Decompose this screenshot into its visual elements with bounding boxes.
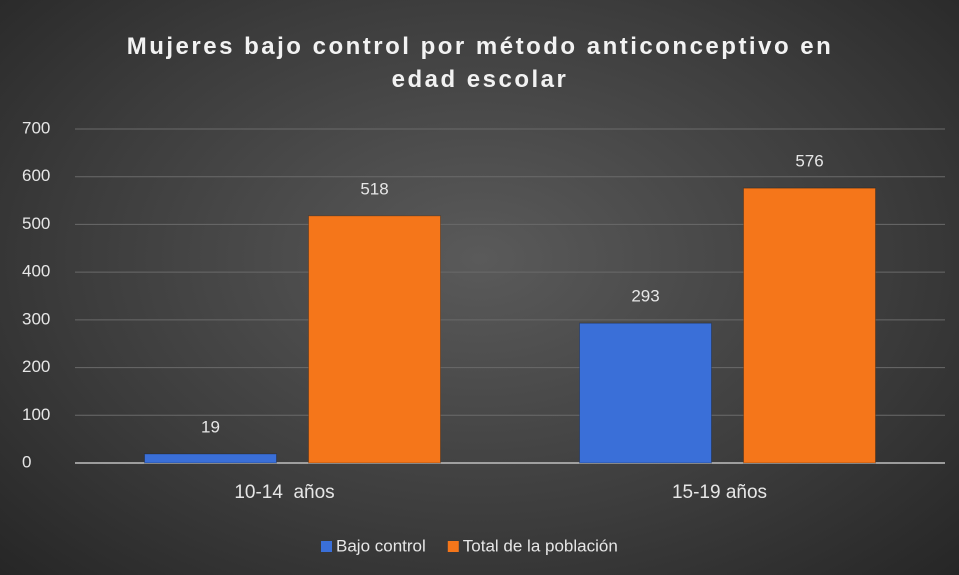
data-label: 576 [795,152,823,171]
x-tick-label: 15-19 años [672,482,767,503]
bar [743,187,876,464]
y-tick-label: 700 [22,118,50,137]
bar [308,215,441,464]
bar [579,322,712,464]
y-tick-label: 200 [22,357,50,376]
data-label: 293 [631,287,659,306]
data-label: 518 [360,179,388,198]
y-tick-label: 400 [22,262,50,281]
y-tick-label: 500 [22,214,50,233]
bar [144,453,277,464]
legend-swatch [447,541,459,552]
chart-title: Mujeres bajo control por método anticonc… [126,33,834,93]
y-tick-label: 300 [22,309,50,328]
legend-label: Bajo control [336,536,426,555]
y-tick-label: 600 [22,166,50,185]
x-tick-label: 10-14 años [234,482,334,503]
y-tick-label: 0 [22,452,31,471]
data-label: 19 [201,417,220,436]
legend-label: Total de la población [463,536,618,555]
legend-swatch [321,541,332,552]
y-tick-label: 100 [22,405,50,424]
